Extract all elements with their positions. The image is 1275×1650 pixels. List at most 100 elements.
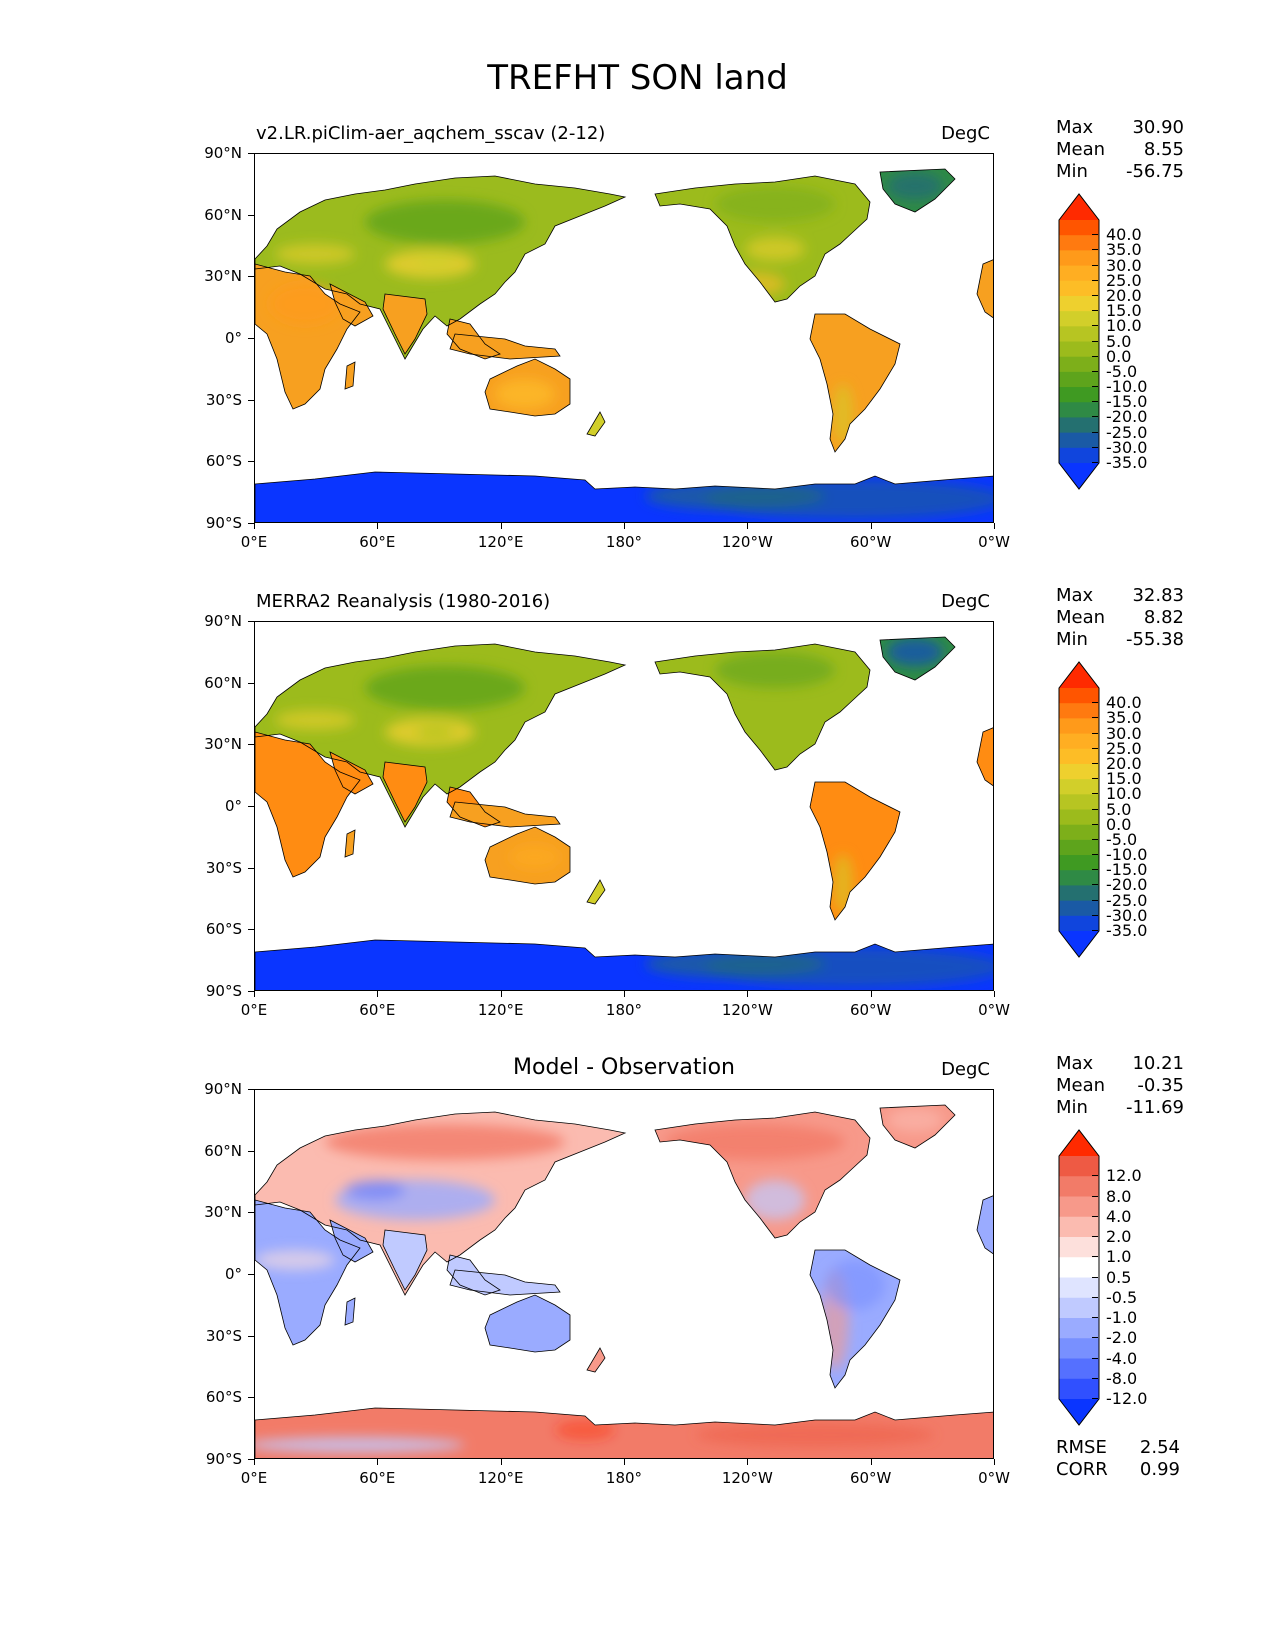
coastline	[449, 801, 561, 828]
coastline	[255, 643, 627, 828]
colorbar-tick-label: -1.0	[1106, 1308, 1138, 1327]
coastline	[449, 1269, 561, 1296]
colorbar-segment	[1059, 688, 1099, 704]
stat-label: Max	[1056, 585, 1094, 606]
colorbar-tick	[1092, 431, 1098, 433]
colorbar-tick-label: 10.0	[1106, 316, 1142, 336]
colorbar-tick-label: -4.0	[1106, 1348, 1138, 1368]
coastline	[255, 1111, 627, 1296]
panel-units: DegC	[941, 1059, 990, 1080]
colorbar-segment	[1059, 356, 1099, 373]
land-westafrica2	[977, 259, 993, 318]
colorbar-tick	[1092, 869, 1098, 871]
colorbar-tick-label: -25.0	[1106, 422, 1148, 442]
lat-tick	[248, 867, 254, 869]
colorbar-tick-label: 12.0	[1106, 1166, 1142, 1186]
colorbar-tick-label: 30.0	[1106, 255, 1142, 275]
stat-label: Min	[1056, 629, 1088, 650]
field-anomaly	[695, 1423, 935, 1447]
land-india	[383, 294, 427, 354]
colorbar-outline	[1058, 193, 1100, 490]
lat-tick	[248, 1212, 254, 1214]
colorbar-tick-label: 5.0	[1106, 799, 1132, 819]
lon-tick	[870, 523, 872, 529]
stat-label: Mean	[1056, 607, 1106, 628]
land-madagascar	[345, 362, 355, 389]
panel-metrics: RMSE 2.54 CORR 0.99	[1056, 1437, 1180, 1481]
land-newzealand	[587, 412, 605, 436]
map-canvas	[255, 1104, 993, 1458]
colorbar-segment	[1059, 1196, 1099, 1218]
lat-tick	[248, 399, 254, 401]
lon-tick	[747, 991, 749, 997]
lon-tick	[624, 991, 625, 997]
colorbar-segment	[1059, 326, 1099, 343]
colorbar-segment	[1059, 250, 1099, 267]
coastline	[344, 1297, 356, 1326]
map-canvas	[255, 636, 993, 990]
colorbar-tick-label: 10.0	[1106, 784, 1142, 804]
colorbar-segment	[1059, 265, 1099, 282]
lat-tick	[248, 1397, 254, 1399]
colorbar-tick	[1092, 1195, 1098, 1197]
field-anomaly	[887, 172, 943, 200]
colorbar-tick	[1092, 884, 1098, 886]
colorbar-segment	[1059, 1176, 1099, 1198]
metric-label: CORR	[1056, 1459, 1108, 1480]
field-anomaly	[345, 1180, 405, 1200]
stat-value: -11.69	[1125, 1097, 1184, 1118]
lat-tick-label: 90°N	[204, 612, 242, 630]
coastline	[484, 1294, 571, 1353]
colorbar-tick-label: -10.0	[1106, 845, 1148, 865]
lon-tick-label: 60°W	[849, 533, 892, 551]
lat-tick	[248, 1335, 254, 1337]
colorbar-tick-label: -12.0	[1106, 1389, 1148, 1408]
land-newzealand	[587, 880, 605, 904]
colorbar-segment	[1059, 387, 1099, 403]
field-anomaly	[275, 710, 355, 730]
stat-label: Mean	[1056, 139, 1106, 160]
lon-tick-label: 60°W	[849, 1001, 892, 1019]
map-panel-model	[254, 153, 994, 523]
colorbar-tick-label: -10.0	[1106, 377, 1148, 397]
colorbar-tick	[1092, 854, 1098, 856]
land-australia	[485, 1295, 570, 1352]
coastline	[879, 1104, 956, 1149]
lon-tick	[254, 523, 255, 529]
coastline	[976, 1195, 993, 1255]
colorbar-outline	[1058, 1129, 1100, 1426]
map-panel-diff	[254, 1089, 994, 1459]
field-anomaly	[887, 638, 943, 666]
colorbar-segment	[1059, 824, 1099, 841]
colorbar-tick-label: 35.0	[1106, 708, 1142, 728]
colorbar-tick-label: 1.0	[1106, 1247, 1132, 1267]
lon-tick-label: 0°W	[978, 1001, 1010, 1019]
colorbar-tick	[1092, 930, 1098, 931]
field-anomaly	[555, 1420, 615, 1440]
lon-tick-label: 60°E	[359, 1001, 396, 1019]
colorbar-segment	[1059, 1358, 1099, 1380]
colorbar-tick	[1092, 1317, 1098, 1318]
field-anomaly	[833, 854, 853, 914]
colorbar-segment	[1059, 1257, 1099, 1279]
lat-tick-label: 60°N	[204, 205, 242, 224]
coastline	[654, 175, 871, 303]
lon-tick-label: 180°	[605, 1469, 643, 1487]
colorbar-tick-label: 0.0	[1106, 814, 1132, 834]
field-anomaly	[715, 186, 835, 222]
land-india	[383, 762, 427, 822]
colorbar-tick-label: -35.0	[1106, 453, 1148, 472]
panel-title: v2.LR.piClim-aer_aqchem_sscav (2-12)	[256, 123, 606, 144]
metric-row: RMSE 2.54	[1056, 1437, 1180, 1459]
colorbar-tick-label: -15.0	[1106, 860, 1148, 880]
colorbar-segment	[1059, 885, 1099, 902]
lat-tick	[248, 153, 254, 154]
lat-tick-label: 60°N	[204, 673, 242, 692]
coastline	[809, 313, 901, 453]
map-canvas	[255, 168, 993, 522]
colorbar-tick	[1092, 370, 1098, 372]
colorbar-segment	[1059, 870, 1099, 887]
lon-tick-label: 60°E	[359, 533, 396, 551]
lat-tick	[248, 338, 254, 339]
stat-row: Min -11.69	[1056, 1097, 1184, 1119]
